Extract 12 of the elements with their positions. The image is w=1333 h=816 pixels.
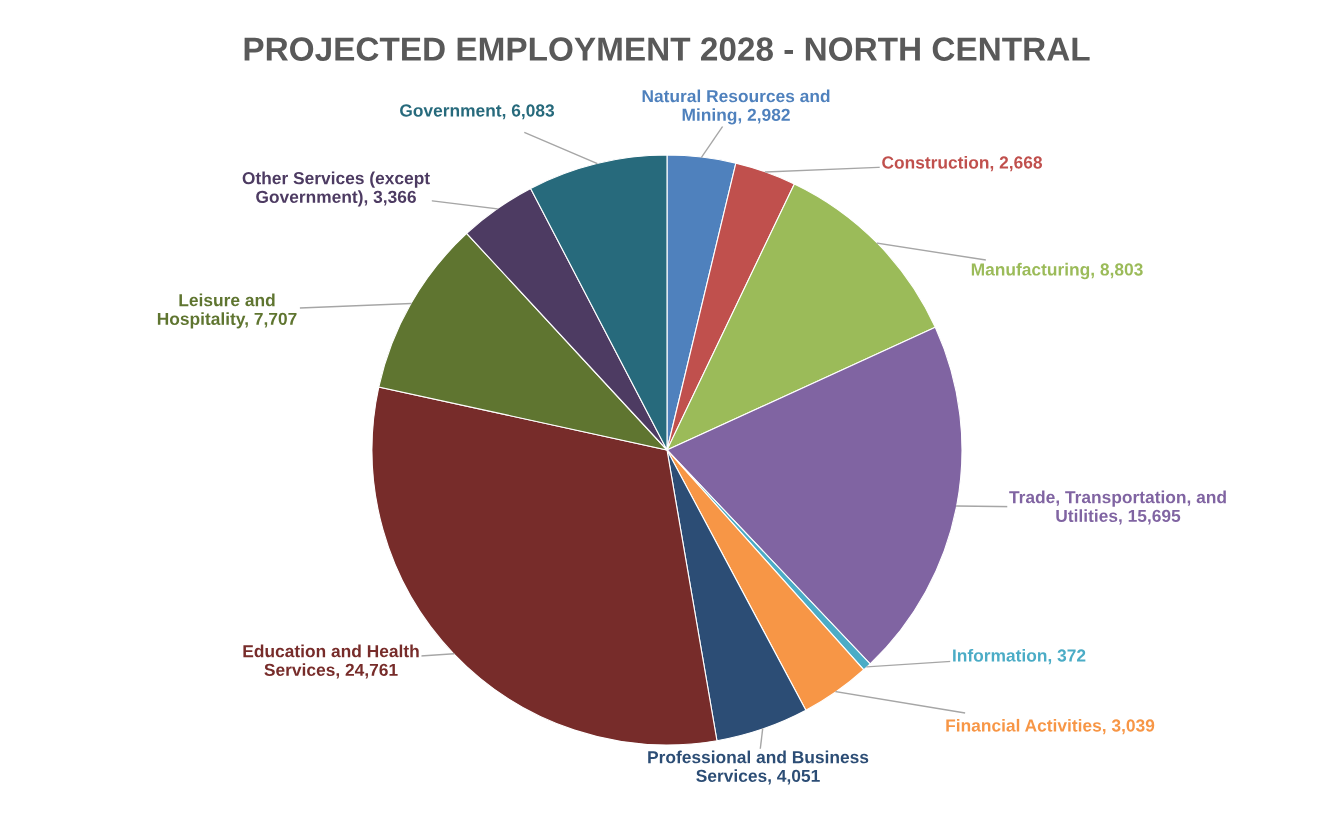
slice-label: Leisure and Hospitality, 7,707 <box>157 293 297 329</box>
slice-label: Natural Resources and Mining, 2,982 <box>642 89 830 125</box>
slice-label: Trade, Transportation, and Utilities, 15,695 <box>1009 490 1226 525</box>
slice-label: Manufacturing, 8,803 <box>971 262 1143 280</box>
slice-label: Other Services (except Government), 3,366 <box>242 171 430 207</box>
slice-label: Government, 6,083 <box>400 104 555 120</box>
chart-title: PROJECTED EMPLOYMENT 2028 - NORTH CENTRAL <box>244 37 1090 61</box>
slice-label: Financial Activities, 3,039 <box>946 718 1155 735</box>
slice-label: Education and Health Services, 24,761 <box>243 644 419 679</box>
slice-label: Information, 372 <box>953 648 1086 665</box>
slice-label: Professional and Business Services, 4,051 <box>648 750 869 785</box>
slice-label: Construction, 2,668 <box>882 155 1043 172</box>
